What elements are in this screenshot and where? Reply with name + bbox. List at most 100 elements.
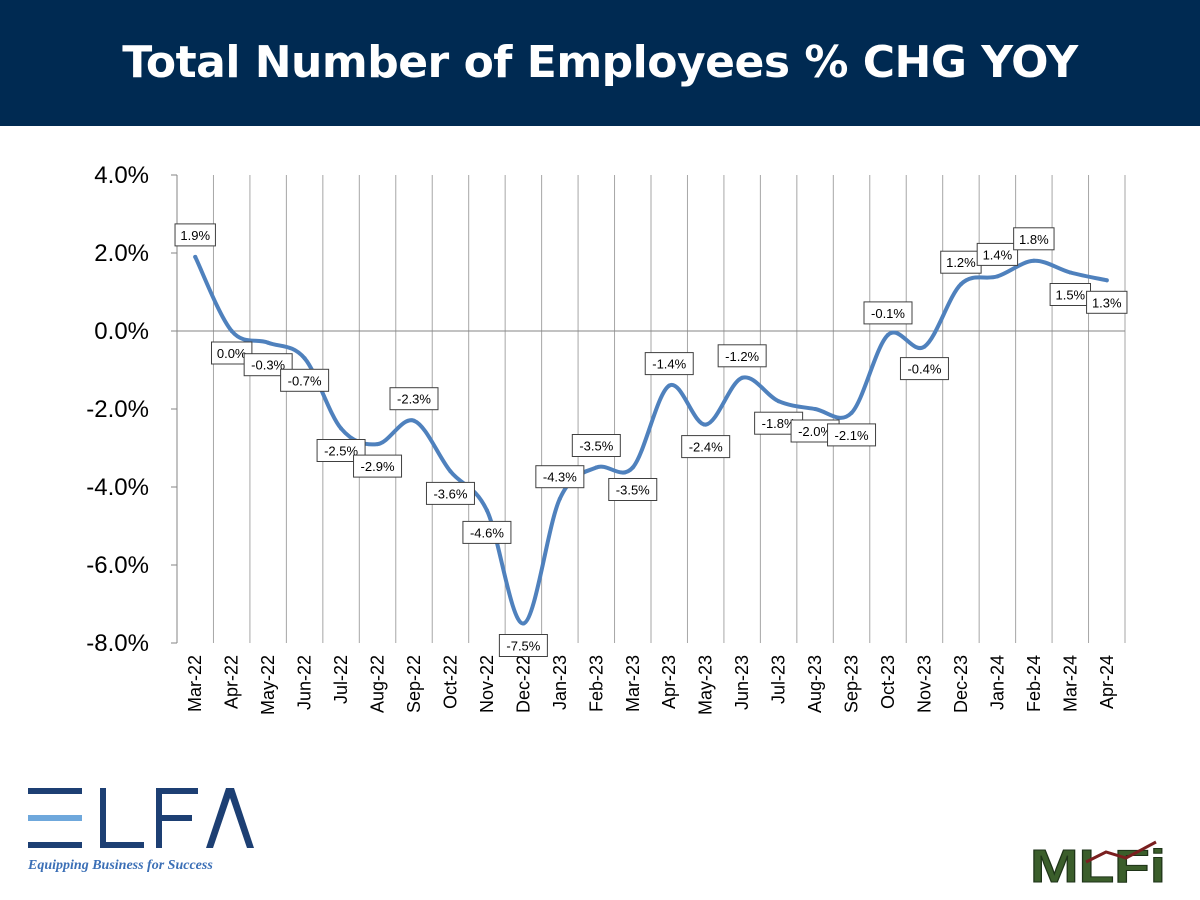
data-label-box xyxy=(899,357,949,381)
data-label-text: -3.6% xyxy=(433,486,467,501)
data-label-text: -0.7% xyxy=(288,373,322,388)
mlfi-logo: MLFi xyxy=(1030,838,1170,893)
x-tick-label: Mar-24 xyxy=(1060,655,1080,712)
data-label-box xyxy=(608,478,658,501)
data-point xyxy=(1031,258,1036,263)
data-label-box xyxy=(498,634,548,657)
y-tick-label: -4.0% xyxy=(86,474,149,501)
title-banner: Total Number of Employees % CHG YOY xyxy=(0,0,1200,126)
data-label-box xyxy=(827,423,877,447)
x-tick-label: Dec-22 xyxy=(513,655,533,713)
data-label-box xyxy=(1013,227,1055,251)
x-tick-label: May-23 xyxy=(696,655,716,715)
data-label: -3.6% xyxy=(425,481,475,505)
data-label: -7.5% xyxy=(498,634,548,657)
x-tick-label: Feb-23 xyxy=(586,655,606,712)
data-label-text: 1.5% xyxy=(1055,288,1085,303)
line-chart: 4.0% 2.0% 0.0% -2.0% -4.0% -6.0% -8.0% Mar-22 Ap… xyxy=(86,162,1128,715)
data-label: -2.4% xyxy=(681,435,731,459)
data-label-text: -7.5% xyxy=(506,639,540,654)
data-label: 1.4% xyxy=(976,242,1019,266)
data-label-box xyxy=(174,223,216,247)
data-point xyxy=(448,469,453,474)
x-tick-label: Aug-22 xyxy=(368,655,388,713)
data-point xyxy=(849,410,854,415)
data-point xyxy=(594,465,599,470)
data-label-box xyxy=(462,520,512,544)
elfa-tagline: Equipping Business for Success xyxy=(28,858,213,873)
data-label-box xyxy=(389,387,439,411)
x-tick-label: Apr-23 xyxy=(659,655,679,709)
data-point xyxy=(412,418,416,423)
x-tick-label: Jan-24 xyxy=(987,655,1007,710)
data-label-text: -2.9% xyxy=(361,459,395,474)
data-point xyxy=(667,383,672,388)
data-point xyxy=(1104,278,1109,283)
data-label-text: -2.5% xyxy=(324,444,358,459)
data-label-box xyxy=(717,344,767,368)
mlfi-logo-mark: MLFi xyxy=(1030,840,1167,893)
x-tick-label: Oct-23 xyxy=(878,655,898,709)
data-point xyxy=(886,332,890,337)
data-point xyxy=(193,254,198,259)
data-point xyxy=(922,344,927,349)
data-label-text: -2.1% xyxy=(835,428,869,443)
data-label-box xyxy=(681,435,731,459)
data-point xyxy=(557,496,562,501)
data-label: -0.7% xyxy=(280,368,330,392)
data-label-text: -2.4% xyxy=(689,440,723,455)
y-tick-label: 4.0% xyxy=(94,162,149,189)
data-label-box xyxy=(1086,290,1128,314)
data-label-text: -2.0% xyxy=(798,424,832,439)
data-point xyxy=(776,399,781,404)
x-tick-label: Jul-23 xyxy=(769,655,789,704)
data-point xyxy=(229,329,234,333)
data-label-text: 1.4% xyxy=(983,247,1013,262)
x-tick-label: Apr-22 xyxy=(222,655,242,709)
data-label-box xyxy=(644,352,694,376)
y-tick-label: -8.0% xyxy=(86,630,149,657)
data-label-box xyxy=(571,434,621,457)
data-label: -1.4% xyxy=(644,352,694,376)
data-point xyxy=(740,375,745,380)
data-label: -4.6% xyxy=(462,520,512,544)
data-label-text: -2.3% xyxy=(397,392,431,407)
x-tick-label: Mar-22 xyxy=(185,655,205,712)
x-tick-label: Sep-23 xyxy=(842,655,862,713)
data-label-text: -1.8% xyxy=(762,416,796,431)
data-point xyxy=(958,282,963,287)
data-label: -3.5% xyxy=(608,478,658,501)
y-tick-label: -6.0% xyxy=(86,552,149,579)
data-label-text: 1.8% xyxy=(1019,232,1049,247)
data-label: 1.2% xyxy=(940,250,982,274)
data-label-box xyxy=(210,341,253,365)
data-point xyxy=(703,422,708,427)
data-label-text: 0.0% xyxy=(217,346,247,361)
data-label-text: -0.1% xyxy=(871,306,905,321)
elfa-logo-mark xyxy=(28,788,254,848)
x-tick-label: Mar-23 xyxy=(623,655,643,712)
data-label: -2.1% xyxy=(827,423,877,447)
x-tick-label: May-22 xyxy=(258,655,278,715)
data-label-text: -3.5% xyxy=(579,439,613,454)
x-tick-label: Sep-22 xyxy=(404,655,424,713)
data-label: 1.3% xyxy=(1086,290,1128,314)
data-label-box xyxy=(863,301,913,325)
data-label-text: -0.4% xyxy=(907,362,941,377)
data-point xyxy=(521,621,526,626)
data-point xyxy=(630,465,635,470)
data-label: -0.4% xyxy=(899,357,949,381)
data-label-text: 1.3% xyxy=(1092,295,1122,310)
y-tick-label: -2.0% xyxy=(86,396,149,423)
data-point xyxy=(339,426,344,431)
x-tick-label: Jul-22 xyxy=(331,655,351,704)
page-title: Total Number of Employees % CHG YOY xyxy=(122,37,1078,88)
data-label-text: -0.3% xyxy=(251,358,285,373)
data-label: -1.2% xyxy=(717,344,767,368)
data-label-text: 1.2% xyxy=(946,255,976,270)
data-label: 1.9% xyxy=(174,223,216,247)
data-point xyxy=(375,442,380,447)
data-label-text: -4.6% xyxy=(470,525,504,540)
y-tick-label: 2.0% xyxy=(94,240,149,267)
data-label-box xyxy=(976,242,1019,266)
